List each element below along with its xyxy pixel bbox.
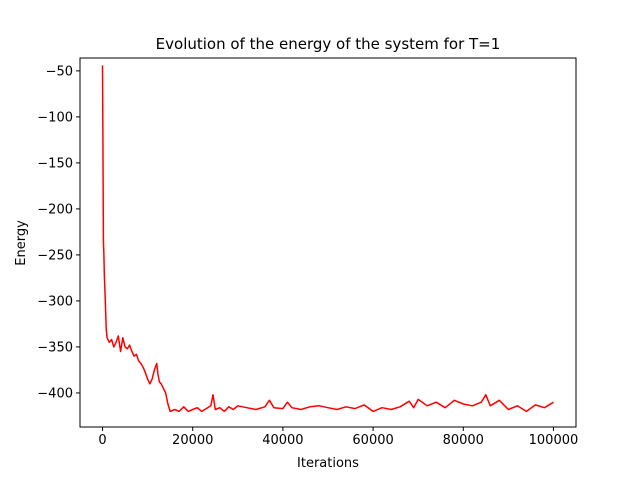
y-tick-label: −50 — [46, 64, 73, 79]
y-tick-label: −200 — [37, 202, 73, 217]
y-tick-label: −100 — [37, 110, 73, 125]
x-tick-label: 100000 — [529, 433, 579, 448]
y-tick-label: −250 — [37, 248, 73, 263]
x-tick-label: 60000 — [352, 433, 393, 448]
axes-frame — [79, 57, 577, 428]
x-axis-label: Iterations — [297, 456, 359, 471]
y-tick-label: −350 — [37, 340, 73, 355]
series-line-0 — [101, 65, 554, 413]
series-layer — [101, 65, 554, 413]
y-axis-label: Energy — [14, 220, 29, 266]
x-axis-ticks: 0 20000 40000 60000 80000 100000 — [98, 427, 578, 448]
plot-area — [79, 57, 577, 428]
chart-title: Evolution of the energy of the system fo… — [156, 35, 501, 53]
x-tick-label: 40000 — [262, 433, 303, 448]
x-tick-label: 0 — [98, 433, 106, 448]
y-tick-label: −300 — [37, 294, 73, 309]
y-axis-ticks: −50 −100 −150 −200 −250 −300 −350 −400 — [37, 64, 80, 401]
y-tick-label: −150 — [37, 156, 73, 171]
x-tick-label: 80000 — [443, 433, 484, 448]
y-tick-label: −400 — [37, 386, 73, 401]
x-tick-label: 20000 — [172, 433, 213, 448]
